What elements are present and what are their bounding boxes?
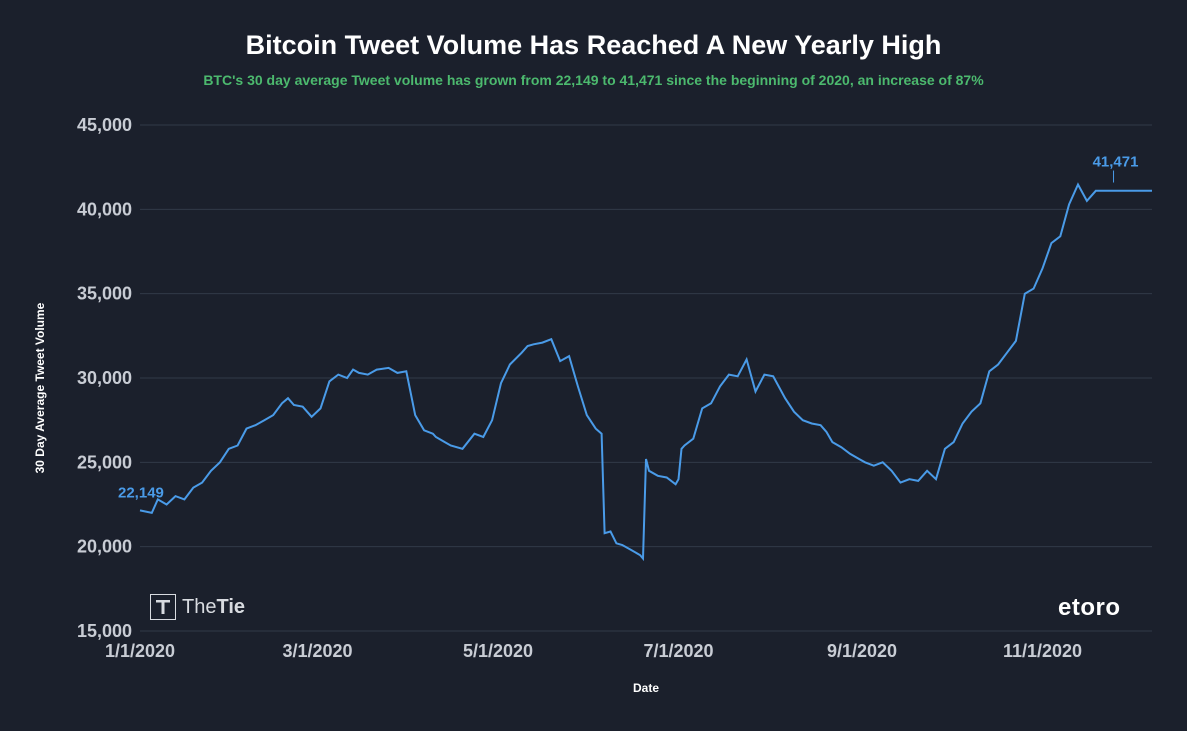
gridlines — [140, 124, 1152, 632]
annotations: 22,149 41,471 — [118, 154, 1138, 502]
x-tick-label: 3/1/2020 — [283, 641, 353, 661]
thetie-logo-icon — [150, 594, 176, 620]
etoro-logo: etoro — [1058, 594, 1121, 621]
y-tick-label: 15,000 — [77, 621, 132, 641]
chart-title: Bitcoin Tweet Volume Has Reached A New Y… — [245, 30, 942, 60]
thetie-logo: TheTie — [150, 592, 245, 622]
x-tick-label: 1/1/2020 — [105, 641, 175, 661]
x-axis-ticks: 1/1/2020 3/1/2020 5/1/2020 7/1/2020 9/1/2020… — [105, 641, 1082, 661]
y-tick-label: 45,000 — [77, 115, 132, 135]
x-axis-label: Date — [632, 681, 659, 695]
x-tick-label: 5/1/2020 — [463, 641, 533, 661]
y-tick-label: 30,000 — [77, 368, 132, 388]
y-axis-ticks: 15,000 20,000 25,000 30,000 35,000 40,000 45,0… — [77, 115, 132, 641]
x-tick-label: 7/1/2020 — [644, 641, 714, 661]
x-tick-label: 11/1/2020 — [1003, 641, 1082, 661]
thetie-logo-text: TheTie — [182, 595, 246, 618]
y-tick-label: 40,000 — [77, 199, 132, 219]
y-tick-label: 35,000 — [77, 284, 132, 304]
y-tick-label: 25,000 — [77, 452, 132, 472]
y-axis-label-text: 30 Day Average Tweet Volume — [33, 302, 47, 474]
annotation-label: 22,149 — [118, 484, 164, 501]
x-tick-label: 9/1/2020 — [827, 641, 897, 661]
chart-subtitle: BTC's 30 day average Tweet volume has gr… — [203, 72, 984, 88]
annotation-label: 41,471 — [1093, 154, 1139, 171]
y-tick-label: 20,000 — [77, 537, 132, 557]
series-line — [139, 182, 1152, 562]
